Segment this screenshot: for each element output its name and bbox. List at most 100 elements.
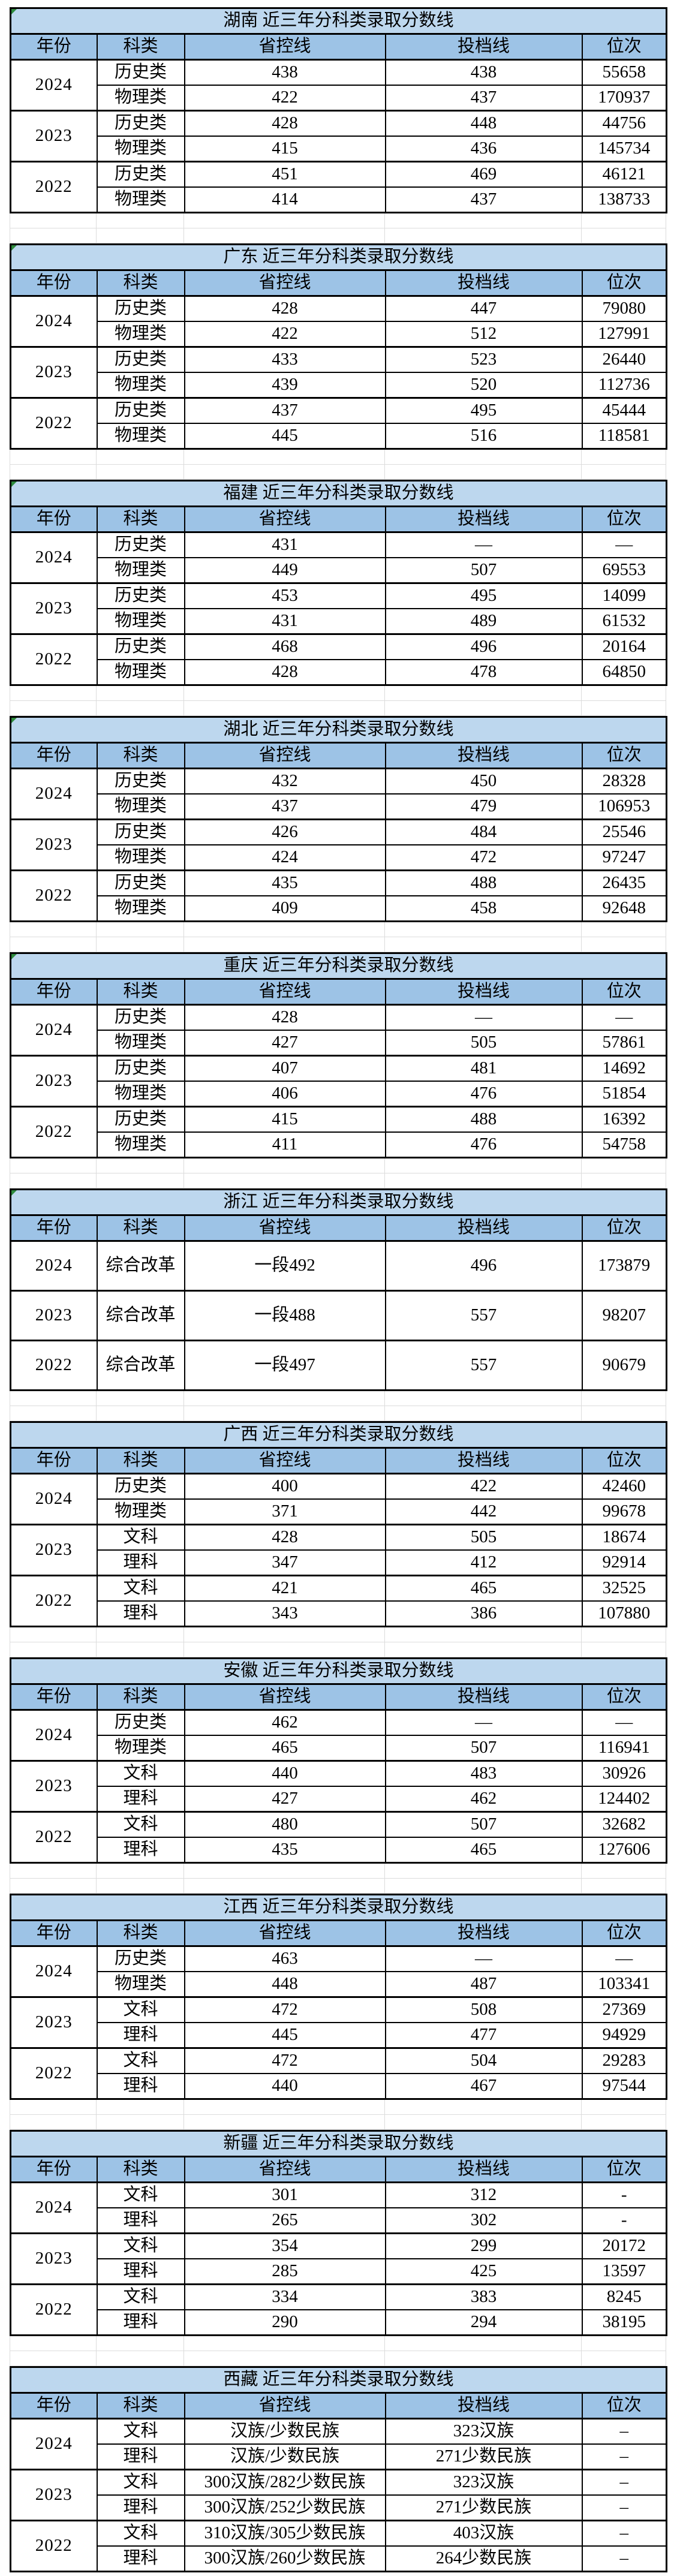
subject-cell: 物理类: [96, 372, 185, 399]
data-row: 2023 文科 472 508 27369: [10, 1996, 667, 2049]
rank-cell: 55658: [581, 59, 667, 86]
admission-line-cell: 469: [384, 161, 583, 188]
column-header: 位次: [581, 269, 667, 297]
control-line-cell: 448: [183, 1971, 386, 1998]
data-row: 2022 历史类 437 495 45444: [10, 397, 667, 450]
empty-cell: [183, 686, 385, 701]
empty-cell: [96, 1406, 184, 1421]
subject-cell: 理科: [96, 2494, 185, 2521]
control-line-cell: 301: [183, 2181, 386, 2208]
year-cell: 2022: [10, 1575, 98, 1627]
column-header: 省控线: [183, 742, 386, 769]
year-cell: 2024: [10, 2418, 98, 2470]
data-row: 物理类 465 507 116941: [11, 1735, 667, 1762]
admission-line-cell: 465: [384, 1575, 583, 1602]
data-row: 物理类 449 507 69553: [11, 557, 667, 584]
empty-gridline-rows: [10, 450, 666, 480]
year-cell: 2022: [10, 2520, 98, 2572]
control-line-cell: 445: [183, 2022, 386, 2049]
admission-line-cell: 484: [384, 818, 583, 845]
rank-cell: 107880: [581, 1600, 667, 1627]
subject-cell: 历史类: [96, 1106, 185, 1133]
empty-gridline-rows: [10, 2100, 666, 2130]
column-header: 投档线: [384, 33, 583, 61]
empty-cell: [183, 2336, 385, 2351]
admission-line-cell: 488: [384, 1106, 583, 1133]
subject-cell: 文科: [96, 2469, 185, 2496]
empty-cell: [183, 228, 385, 243]
rank-cell: 16392: [581, 1106, 667, 1133]
data-row: 2024 历史类 432 450 28328: [10, 768, 667, 820]
subject-cell: 历史类: [96, 397, 185, 424]
column-header: 投档线: [384, 978, 583, 1006]
rank-cell: 51854: [581, 1081, 667, 1108]
column-header: 投档线: [384, 1919, 583, 1947]
rank-cell: 116941: [581, 1735, 667, 1762]
rank-cell: 173879: [581, 1240, 667, 1292]
admission-line-cell: 476: [384, 1131, 583, 1158]
column-header: 位次: [581, 1214, 667, 1242]
admission-line-cell: —: [384, 531, 583, 558]
rank-cell: 97247: [581, 844, 667, 871]
admission-line-cell: 520: [384, 372, 583, 399]
table-title-row: 重庆 近三年分科类录取分数线: [10, 952, 667, 980]
subject-cell: 文科: [96, 2232, 185, 2259]
control-line-cell: 334: [183, 2283, 386, 2310]
control-line-cell: 432: [183, 768, 386, 795]
column-header: 省控线: [183, 1214, 386, 1242]
empty-cell: [96, 937, 184, 952]
empty-row: [10, 937, 666, 952]
column-header: 位次: [581, 742, 667, 769]
empty-cell: [10, 2336, 97, 2351]
column-header: 科类: [96, 1919, 185, 1947]
empty-cell: [581, 2114, 666, 2130]
column-header: 年份: [10, 742, 98, 769]
year-cell: 2024: [10, 1004, 98, 1057]
empty-row: [10, 1642, 666, 1657]
admission-line-cell: —: [384, 1945, 583, 1972]
rank-cell: 138733: [581, 186, 667, 213]
rank-cell: –: [581, 2494, 667, 2521]
data-row: 物理类 422 437 170937: [11, 85, 667, 112]
empty-cell: [384, 686, 582, 701]
empty-cell: [10, 2351, 97, 2366]
rank-cell: 44756: [581, 110, 667, 137]
empty-row: [10, 686, 666, 701]
control-line-cell: 472: [183, 1996, 386, 2023]
empty-cell: [10, 213, 97, 228]
empty-gridline-rows: [10, 213, 666, 243]
column-header: 位次: [581, 33, 667, 61]
subject-cell: 历史类: [96, 1473, 185, 1500]
column-header-row: 年份 科类 省控线 投档线 位次: [10, 1919, 667, 1947]
admission-line-cell: 487: [384, 1971, 583, 1998]
column-header: 位次: [581, 1447, 667, 1474]
empty-cell: [96, 1173, 184, 1188]
control-line-cell: 433: [183, 346, 386, 373]
empty-cell: [183, 2351, 385, 2366]
empty-cell: [183, 213, 385, 228]
admission-line-cell: 504: [384, 2047, 583, 2074]
empty-cell: [581, 1642, 666, 1657]
column-header: 位次: [581, 1683, 667, 1711]
rank-cell: 42460: [581, 1473, 667, 1500]
empty-cell: [183, 937, 385, 952]
subject-cell: 物理类: [96, 659, 185, 686]
data-row: 2023 文科 354 299 20172: [10, 2232, 667, 2285]
data-row: 2024 历史类 463— —: [10, 1945, 667, 1998]
empty-cell: [183, 1878, 385, 1894]
rank-cell: 20164: [581, 633, 667, 660]
column-header: 年份: [10, 2392, 98, 2419]
data-row: 理科 汉族/少数民族 271少数民族 –: [11, 2443, 667, 2470]
subject-cell: 文科: [96, 2520, 185, 2547]
empty-cell: [384, 2114, 582, 2130]
subject-cell: 理科: [96, 1786, 185, 1813]
admission-line-cell: 264少数民族: [384, 2545, 583, 2572]
empty-row: [10, 2100, 666, 2115]
control-line-cell: 472: [183, 2047, 386, 2074]
admission-line-cell: —: [384, 1709, 583, 1736]
column-header: 位次: [581, 978, 667, 1006]
empty-cell: [10, 1864, 97, 1879]
empty-cell: [10, 2114, 97, 2130]
rank-cell: 25546: [581, 818, 667, 845]
data-row: 2022 文科 472 504 29283: [10, 2047, 667, 2100]
